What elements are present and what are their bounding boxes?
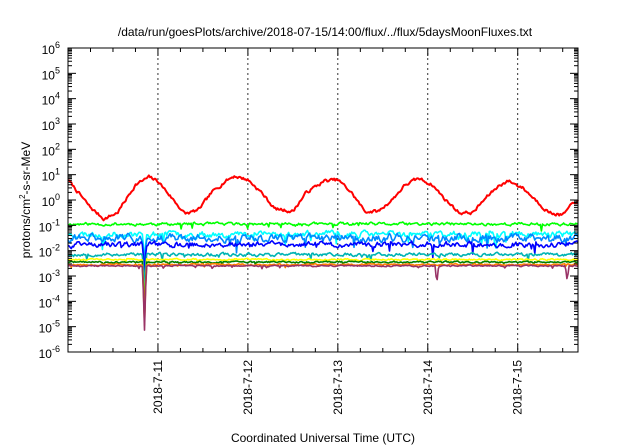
series-line-1: [68, 174, 579, 222]
y-tick-label-exponent: -2: [52, 243, 60, 253]
series-line-9: [67, 262, 579, 326]
x-tick-label: 2018-7-14: [421, 360, 435, 415]
y-tick-label: 104: [42, 91, 60, 108]
y-tick-label-exponent: 1: [55, 167, 60, 177]
y-axis: 10-610-510-410-310-210-11001011021031041…: [39, 40, 578, 361]
x-axis: 2018-7-11 2018-7-12 2018-7-13 2018-7-14 2018…: [89, 48, 564, 415]
y-tick-label-exponent: 2: [55, 141, 60, 151]
y-tick-label: 105: [42, 65, 60, 82]
y-tick-label-base: 10: [39, 347, 53, 361]
chart-title: /data/run/goesPlots/archive/2018-07-15/1…: [118, 25, 533, 39]
y-axis-label-main: protons/cm: [19, 199, 33, 258]
y-tick-label: 10-4: [39, 293, 60, 310]
y-tick-label-base: 10: [42, 144, 56, 158]
y-tick-label-base: 10: [42, 68, 56, 82]
series-line-10: [67, 264, 579, 331]
y-tick-label: 10-3: [39, 268, 60, 285]
series-line-2: [67, 221, 579, 232]
y-tick-label-base: 10: [42, 43, 56, 57]
y-tick-label-exponent: -1: [52, 217, 60, 227]
series-line-3: [67, 229, 579, 264]
y-tick-label-exponent: 5: [55, 65, 60, 75]
x-axis-label: Coordinated Universal Time (UTC): [231, 431, 415, 445]
y-tick-label: 100: [42, 192, 60, 209]
y-tick-label-exponent: 0: [55, 192, 60, 202]
y-tick-label-exponent: -6: [52, 344, 60, 354]
series-line-6: [67, 251, 579, 289]
y-tick-label-base: 10: [39, 296, 53, 310]
y-tick-label: 103: [42, 116, 60, 133]
x-tick-label: 2018-7-11: [151, 360, 165, 414]
y-axis-label: protons/cm2-s-sr-MeV: [18, 142, 33, 258]
y-tick-label-base: 10: [42, 119, 56, 133]
y-tick-label-base: 10: [42, 170, 56, 184]
y-tick-label-exponent: 6: [55, 40, 60, 50]
grid-lines: [157, 48, 519, 352]
y-tick-label-exponent: -4: [52, 293, 60, 303]
series-line-5: [67, 240, 579, 277]
y-tick-label-base: 10: [39, 322, 53, 336]
y-tick-label-base: 10: [42, 94, 56, 108]
y-tick-label-base: 10: [39, 220, 53, 234]
y-tick-label: 102: [42, 141, 60, 158]
y-tick-label-base: 10: [39, 271, 53, 285]
y-tick-label: 10-6: [39, 344, 60, 361]
y-tick-label-exponent: 3: [55, 116, 60, 126]
series-line-4: [67, 232, 579, 264]
series-line-8: [67, 260, 579, 321]
series-layer: [67, 174, 579, 331]
y-tick-label: 106: [42, 40, 60, 57]
series-line-7: [67, 257, 579, 316]
y-tick-label: 10-2: [39, 243, 60, 260]
y-tick-label: 10-5: [39, 319, 60, 336]
y-tick-label-exponent: -3: [52, 268, 60, 278]
y-tick-label-exponent: -5: [52, 319, 60, 329]
x-tick-label: 2018-7-13: [331, 360, 345, 415]
y-axis-label-tail: -s-sr-MeV: [19, 142, 33, 195]
y-tick-label: 10-1: [39, 217, 60, 234]
y-tick-label-exponent: 4: [55, 91, 60, 101]
x-tick-label: 2018-7-12: [241, 360, 255, 415]
y-axis-label-superscript: 2: [18, 194, 27, 199]
x-tick-label: 2018-7-15: [511, 360, 525, 415]
y-tick-label-base: 10: [42, 195, 56, 209]
y-tick-label-base: 10: [39, 246, 53, 260]
y-tick-label: 101: [42, 167, 60, 184]
